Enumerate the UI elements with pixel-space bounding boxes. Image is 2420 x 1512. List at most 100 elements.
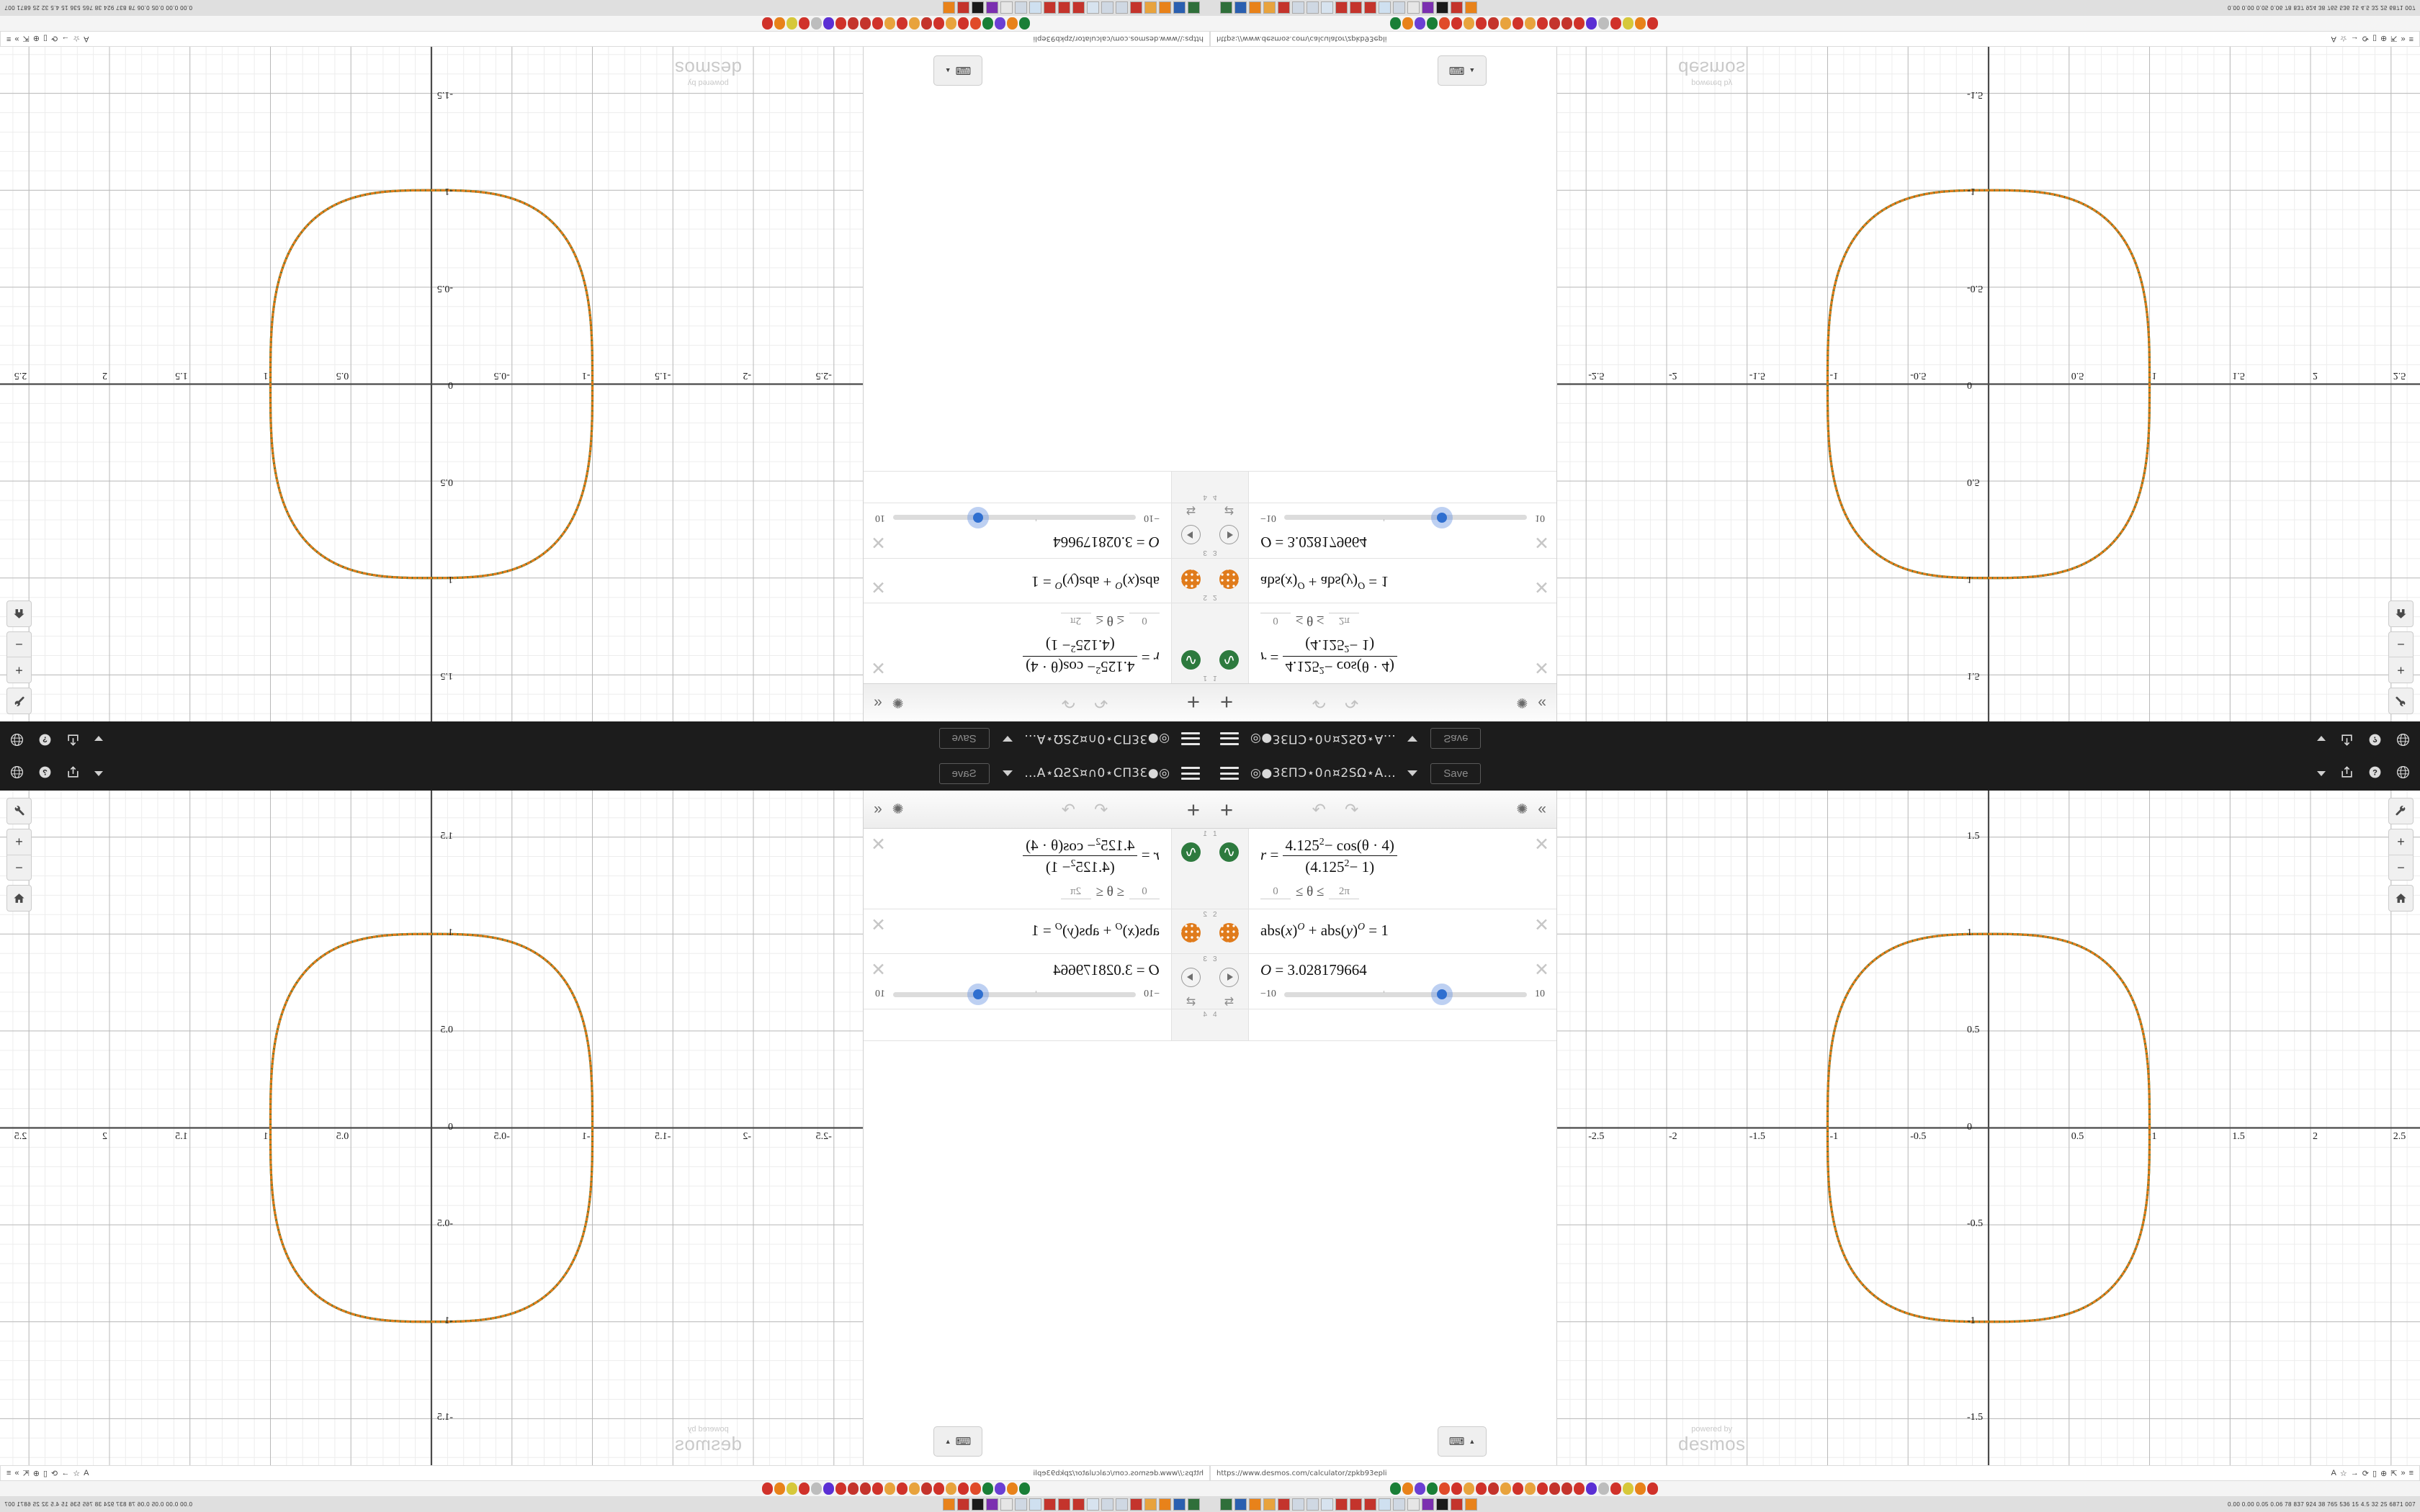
keyboard-toggle-button[interactable]: ⌨ ▲ bbox=[1438, 55, 1487, 86]
bookmark-icon[interactable] bbox=[1525, 17, 1536, 30]
quadrant-bottom-right[interactable]: ◎●3ƐПƆ⋆0∩¤2SΩ⋆A… Save ? bbox=[1210, 756, 2420, 1512]
slider-max-label[interactable]: 10 bbox=[1535, 989, 1545, 999]
browser-chrome[interactable]: https://www.desmos.com/calculator/zpkb93… bbox=[1210, 0, 2420, 47]
globe-icon[interactable]: ⊕ bbox=[32, 1469, 40, 1478]
taskbar-item[interactable] bbox=[1116, 1498, 1128, 1511]
domain-min-input[interactable]: 0 bbox=[1129, 885, 1160, 899]
bookmark-icon[interactable] bbox=[1610, 17, 1621, 30]
graph-settings-control[interactable] bbox=[2388, 798, 2414, 824]
star-icon[interactable]: ☆ bbox=[2339, 34, 2347, 43]
taskbar-item[interactable] bbox=[1087, 1498, 1099, 1511]
expression-row-empty[interactable]: 4 bbox=[1210, 471, 1556, 503]
math-expression[interactable]: O = 3.028179664 bbox=[1260, 533, 1545, 551]
chevron-down-icon[interactable] bbox=[94, 770, 103, 776]
browser-chrome[interactable]: https://www.desmos.com/calculator/zpkb93… bbox=[0, 1465, 1210, 1512]
expression-panel[interactable]: + ↶ ↷ ✺ « 1 bbox=[1210, 47, 1557, 721]
bookmark-icon[interactable] bbox=[835, 17, 846, 30]
save-button[interactable]: Save bbox=[938, 762, 990, 784]
play-button-icon[interactable] bbox=[1181, 525, 1201, 544]
bookmark-icon[interactable] bbox=[982, 17, 993, 30]
expression-toolbar[interactable]: + ↶ ↷ ✺ « bbox=[1210, 683, 1556, 721]
expression-row[interactable]: 2 ✕ abs(x)O + abs(y)O = 1 bbox=[864, 558, 1210, 603]
slider-min-label[interactable]: −10 bbox=[1260, 989, 1276, 999]
address-bar[interactable]: https://www.desmos.com/calculator/zpkb93… bbox=[0, 31, 1210, 47]
graph-title[interactable]: ◎●3ƐПƆ⋆0∩¤2SΩ⋆A… bbox=[1023, 732, 1170, 746]
desmos-app[interactable]: ◎●3ƐПƆ⋆0∩¤2SΩ⋆A… Save ? bbox=[0, 756, 1210, 1465]
slider-value[interactable]: 3.028179664 bbox=[1053, 961, 1133, 978]
taskbar-item[interactable] bbox=[1436, 1498, 1448, 1511]
translate-icon[interactable]: A bbox=[84, 35, 89, 44]
row-gutter[interactable]: 4 bbox=[1171, 472, 1210, 503]
reader-icon[interactable]: ▯ bbox=[2372, 34, 2378, 43]
address-bar-icons[interactable]: A ☆ → ⟳ ▯ ⊕ ⇱ » ≡ bbox=[2331, 1469, 2414, 1478]
gear-icon[interactable]: ✺ bbox=[1516, 801, 1528, 817]
slider-value[interactable]: 3.028179664 bbox=[1287, 961, 1367, 978]
bookmark-icon[interactable] bbox=[811, 1482, 822, 1495]
zoom-in-icon[interactable]: + bbox=[15, 663, 23, 678]
taskbar-item[interactable] bbox=[1173, 1, 1186, 14]
math-expression[interactable]: abs(x)O + abs(y)O = 1 bbox=[1031, 921, 1160, 939]
row-content[interactable]: ✕ O = 3.028179664 −10 bbox=[1249, 503, 1556, 558]
domain-max-input[interactable]: 2π bbox=[1060, 885, 1091, 899]
translate-icon[interactable]: A bbox=[84, 1468, 89, 1477]
taskbar-item[interactable] bbox=[1465, 1, 1477, 14]
bookmark-icon[interactable] bbox=[884, 1482, 895, 1495]
bookmark-icon[interactable] bbox=[786, 17, 797, 30]
zoom-out-icon[interactable]: − bbox=[7, 632, 31, 657]
undo-icon[interactable]: ↶ bbox=[1312, 799, 1326, 819]
wave-green-icon[interactable] bbox=[1219, 650, 1239, 670]
bookmark-icon[interactable] bbox=[970, 17, 981, 30]
taskbar-item[interactable] bbox=[1000, 1, 1013, 14]
bookmark-icon[interactable] bbox=[1537, 1482, 1548, 1495]
bookmark-icon[interactable] bbox=[786, 1482, 797, 1495]
chevron-down-icon[interactable] bbox=[1002, 770, 1013, 776]
expression-row[interactable]: 1 ✕ r = 4.1252− cos(θ · 4) bbox=[1210, 603, 1556, 683]
globe-icon[interactable]: ⊕ bbox=[32, 34, 40, 43]
expression-list[interactable]: 1 ✕ r = 4.1252− cos(θ · 4) bbox=[864, 829, 1210, 1465]
bookmark-icon[interactable] bbox=[921, 17, 932, 30]
delete-expression-icon[interactable]: ✕ bbox=[871, 916, 886, 935]
row-gutter[interactable]: 1 bbox=[1171, 829, 1210, 909]
zoom-controls[interactable]: + − bbox=[2388, 829, 2414, 881]
bookmark-icon[interactable] bbox=[1019, 17, 1030, 30]
keyboard-toggle-button[interactable]: ⌨ ▲ bbox=[1438, 1426, 1487, 1457]
graph-title[interactable]: ◎●3ƐПƆ⋆0∩¤2SΩ⋆A… bbox=[1250, 732, 1397, 746]
bookmark-icon[interactable] bbox=[1390, 1482, 1401, 1495]
taskbar-item[interactable] bbox=[1451, 1498, 1463, 1511]
expression-list[interactable]: 1 ✕ r = 4.1252− cos(θ · 4) bbox=[1210, 47, 1556, 683]
taskbar-item[interactable] bbox=[1015, 1498, 1027, 1511]
gear-icon[interactable]: ✺ bbox=[892, 801, 904, 817]
toolbar-right[interactable]: ✺ « bbox=[1516, 801, 1546, 818]
zoom-controls[interactable]: + − bbox=[2388, 631, 2414, 683]
taskbar-item[interactable] bbox=[1451, 1, 1463, 14]
row-gutter[interactable]: 2 bbox=[1210, 559, 1249, 603]
bookmark-icon[interactable] bbox=[1574, 1482, 1585, 1495]
home-control[interactable] bbox=[2388, 600, 2414, 627]
shuffle-icon[interactable]: ⇄ bbox=[1224, 996, 1234, 1008]
chevron-down-icon[interactable] bbox=[1407, 770, 1418, 776]
share-icon[interactable]: → bbox=[2350, 1468, 2359, 1477]
bookmark-icon[interactable] bbox=[1451, 17, 1462, 30]
row-content[interactable] bbox=[1249, 1009, 1556, 1040]
expression-list[interactable]: 1 ✕ r = 4.1252− cos(θ · 4) bbox=[1210, 829, 1556, 1465]
menu-icon[interactable]: ≡ bbox=[6, 1468, 12, 1477]
expression-row[interactable]: 3 ⇄ ✕ O = 3.028179664 bbox=[864, 503, 1210, 558]
bookmark-icon[interactable] bbox=[1007, 1482, 1018, 1495]
row-content[interactable] bbox=[1249, 472, 1556, 503]
row-gutter[interactable]: 3 ⇄ bbox=[1210, 954, 1249, 1009]
desmos-app[interactable]: ◎●3ƐПƆ⋆0∩¤2SΩ⋆A… Save ? bbox=[0, 47, 1210, 756]
bookmark-icon[interactable] bbox=[860, 17, 871, 30]
bookmark-icon[interactable] bbox=[848, 1482, 859, 1495]
wave-green-icon[interactable] bbox=[1181, 842, 1201, 862]
share-icon[interactable] bbox=[2340, 731, 2354, 747]
taskbar-item[interactable] bbox=[1307, 1, 1319, 14]
bookmarks-bar[interactable] bbox=[1210, 1481, 2420, 1496]
taskbar-item[interactable] bbox=[1350, 1498, 1362, 1511]
shuffle-icon[interactable]: ⇄ bbox=[1224, 504, 1234, 516]
taskbar-item[interactable] bbox=[1321, 1, 1333, 14]
bookmark-icon[interactable] bbox=[958, 17, 969, 30]
slider-thumb[interactable] bbox=[972, 989, 983, 999]
math-expression[interactable]: abs(x)O + abs(y)O = 1 bbox=[1260, 573, 1389, 591]
taskbar-item[interactable] bbox=[1364, 1498, 1376, 1511]
wrench-icon[interactable] bbox=[7, 688, 31, 714]
